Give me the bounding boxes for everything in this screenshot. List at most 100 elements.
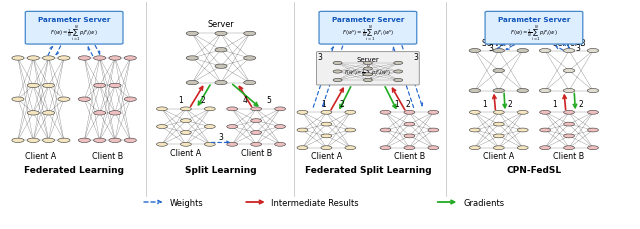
Circle shape <box>275 143 285 147</box>
Circle shape <box>588 89 599 93</box>
Circle shape <box>540 111 550 115</box>
Circle shape <box>186 81 198 85</box>
Text: Gradients: Gradients <box>463 198 504 207</box>
Circle shape <box>493 146 504 150</box>
Circle shape <box>58 98 70 102</box>
FancyBboxPatch shape <box>485 12 583 45</box>
Circle shape <box>380 128 391 132</box>
Text: 1: 1 <box>321 99 326 108</box>
Circle shape <box>563 49 575 53</box>
Circle shape <box>109 139 121 143</box>
Text: 1: 1 <box>178 96 182 105</box>
Circle shape <box>517 128 528 132</box>
Text: Client A: Client A <box>483 152 515 161</box>
Text: Split Learning: Split Learning <box>185 166 257 175</box>
Circle shape <box>186 57 198 61</box>
Circle shape <box>58 57 70 61</box>
Circle shape <box>333 71 342 74</box>
Circle shape <box>251 107 262 111</box>
Circle shape <box>27 139 39 143</box>
Circle shape <box>321 146 332 150</box>
Circle shape <box>204 125 215 129</box>
Text: 3: 3 <box>413 53 418 62</box>
Circle shape <box>244 57 256 61</box>
Circle shape <box>404 134 415 138</box>
Circle shape <box>251 131 262 135</box>
Circle shape <box>321 111 332 115</box>
Circle shape <box>564 111 575 115</box>
Circle shape <box>364 79 372 82</box>
FancyBboxPatch shape <box>26 12 123 45</box>
Circle shape <box>345 111 356 115</box>
Circle shape <box>227 143 237 147</box>
Circle shape <box>540 89 551 93</box>
Circle shape <box>469 111 480 115</box>
Circle shape <box>540 49 551 53</box>
Circle shape <box>469 146 480 150</box>
Circle shape <box>588 146 598 150</box>
Text: Server: Server <box>208 20 234 29</box>
Circle shape <box>493 111 504 115</box>
Circle shape <box>251 143 262 147</box>
Circle shape <box>109 84 121 88</box>
Text: $F(w^s)\!=\!\frac{1}{N}\sum_{i=1}^{N}p_iF_i(w^s)$: $F(w^s)\!=\!\frac{1}{N}\sum_{i=1}^{N}p_i… <box>344 64 392 83</box>
FancyBboxPatch shape <box>317 52 419 86</box>
Text: 2: 2 <box>406 99 410 108</box>
Circle shape <box>78 139 90 143</box>
Circle shape <box>27 57 39 61</box>
Circle shape <box>78 57 90 61</box>
Circle shape <box>493 123 504 126</box>
Circle shape <box>93 139 106 143</box>
Text: 3: 3 <box>317 53 323 62</box>
Circle shape <box>404 123 415 126</box>
Circle shape <box>157 107 168 111</box>
Circle shape <box>180 143 191 147</box>
Text: 2: 2 <box>340 99 345 108</box>
Circle shape <box>588 49 599 53</box>
Circle shape <box>297 111 308 115</box>
Circle shape <box>394 71 403 74</box>
Text: 1: 1 <box>483 99 487 108</box>
Circle shape <box>493 49 504 53</box>
Circle shape <box>78 98 90 102</box>
Circle shape <box>275 107 285 111</box>
Circle shape <box>394 62 403 65</box>
Circle shape <box>364 74 372 77</box>
Circle shape <box>275 125 285 129</box>
Circle shape <box>588 128 598 132</box>
Text: 5: 5 <box>266 96 271 105</box>
Circle shape <box>157 125 168 129</box>
Text: Client A: Client A <box>26 151 56 160</box>
Text: Parameter Server: Parameter Server <box>332 17 404 23</box>
Circle shape <box>588 111 598 115</box>
Text: $F(w)=\frac{1}{N}\sum_{i=1}^{N}p_iF_i(w)$: $F(w)=\frac{1}{N}\sum_{i=1}^{N}p_iF_i(w)… <box>50 24 98 43</box>
Circle shape <box>345 146 356 150</box>
Circle shape <box>180 119 191 123</box>
Circle shape <box>12 98 24 102</box>
Text: 2: 2 <box>200 96 205 105</box>
Text: 2: 2 <box>508 99 513 108</box>
Circle shape <box>42 139 54 143</box>
Circle shape <box>42 111 54 115</box>
Circle shape <box>563 89 575 93</box>
Circle shape <box>215 32 227 36</box>
Circle shape <box>58 139 70 143</box>
Circle shape <box>493 134 504 138</box>
Circle shape <box>12 139 24 143</box>
Circle shape <box>215 65 227 69</box>
Circle shape <box>564 146 575 150</box>
Circle shape <box>124 57 136 61</box>
Circle shape <box>428 111 439 115</box>
Circle shape <box>297 128 308 132</box>
Text: 3: 3 <box>575 44 580 53</box>
Circle shape <box>227 125 237 129</box>
Text: Federated Learning: Federated Learning <box>24 166 124 175</box>
Circle shape <box>493 69 504 73</box>
Circle shape <box>244 81 256 85</box>
Text: Client B: Client B <box>92 151 123 160</box>
Text: 1: 1 <box>552 99 557 108</box>
Text: Parameter Server: Parameter Server <box>498 17 570 23</box>
Text: CPN-FedSL: CPN-FedSL <box>506 166 561 175</box>
Circle shape <box>540 146 550 150</box>
Text: Client B: Client B <box>241 148 272 157</box>
